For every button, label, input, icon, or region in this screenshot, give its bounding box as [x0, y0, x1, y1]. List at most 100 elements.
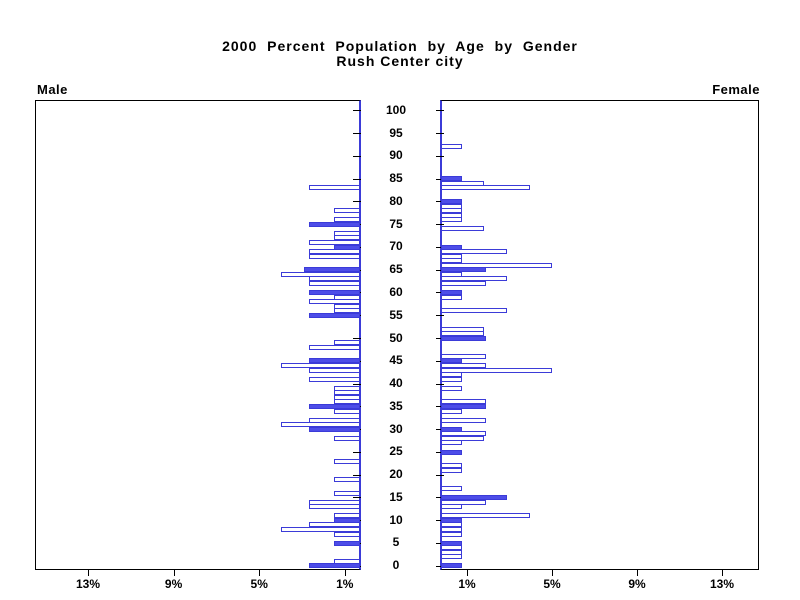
bar-female-age-92: [441, 144, 463, 150]
age-axis-label-50: 50: [389, 330, 403, 345]
age-axis-label-20: 20: [389, 467, 403, 482]
bar-female-age-85: [441, 176, 463, 182]
bar-female-age-62: [441, 281, 486, 286]
bar-male-age-28: [334, 435, 360, 441]
bar-female-age-7: [441, 531, 463, 537]
bar-female-age-35: [441, 404, 486, 409]
bar-female-age-59: [441, 294, 463, 300]
bar-male-age-5: [334, 540, 360, 546]
bar-male-age-49: [334, 340, 360, 346]
age-axis-label-55: 55: [389, 307, 403, 322]
bar-male-age-45: [308, 358, 360, 364]
bar-female-age-50: [441, 335, 486, 341]
bar-male-age-35: [308, 404, 360, 409]
bar-female-age-32: [441, 417, 486, 423]
male-pct-tick: [344, 570, 346, 576]
bar-female-age-67: [441, 258, 463, 264]
bar-male-age-8: [280, 527, 360, 532]
female-pct-tick: [637, 570, 638, 576]
female-pct-label: 5%: [543, 577, 561, 591]
bar-male-age-78: [334, 208, 360, 214]
bar-male-age-65: [304, 267, 360, 273]
female-axis-age-tick: [436, 542, 444, 544]
age-axis-label-80: 80: [389, 193, 403, 208]
female-axis-age-tick: [436, 451, 444, 453]
age-axis-label-35: 35: [389, 398, 403, 413]
male-panel: [35, 100, 361, 570]
bar-female-age-11: [441, 513, 531, 519]
bar-female-age-34: [441, 408, 463, 414]
age-axis-label-70: 70: [389, 239, 403, 254]
bar-male-age-32: [308, 417, 360, 423]
bar-female-age-56: [441, 308, 507, 314]
female-axis-age-tick: [436, 292, 444, 294]
bar-male-age-68: [308, 253, 360, 259]
age-axis-label-45: 45: [389, 353, 403, 368]
bar-male-age-56: [334, 308, 360, 314]
bar-male-age-58: [308, 299, 360, 305]
bar-male-age-36: [334, 399, 360, 405]
male-axis-age-tick: [353, 497, 361, 499]
female-axis-age-tick: [436, 429, 444, 431]
male-pct-label: 5%: [250, 577, 268, 591]
male-axis-age-tick: [353, 110, 361, 112]
bar-female-age-45: [441, 358, 463, 364]
age-axis-label-85: 85: [389, 171, 403, 185]
bar-female-age-78: [441, 208, 463, 214]
male-pct-label: 1%: [336, 577, 354, 591]
female-axis-age-tick: [436, 110, 444, 112]
age-axis-label-5: 5: [392, 535, 400, 550]
bar-female-age-3: [441, 549, 463, 555]
male-axis-age-tick: [353, 338, 361, 339]
female-pct-tick: [467, 570, 468, 576]
bar-female-age-25: [441, 449, 463, 455]
female-axis-age-tick: [436, 338, 444, 339]
male-axis-age-tick: [353, 383, 361, 385]
bar-male-age-31: [280, 422, 360, 428]
bar-male-age-7: [334, 531, 360, 537]
bar-female-age-46: [441, 353, 486, 359]
female-axis-age-tick: [436, 246, 444, 248]
bar-male-age-41: [308, 376, 360, 382]
bar-male-age-19: [334, 476, 360, 482]
bar-female-age-52: [441, 326, 484, 332]
bar-female-age-5: [441, 540, 463, 546]
bar-female-age-74: [441, 226, 484, 232]
bar-male-age-63: [308, 276, 360, 282]
male-pct-tick: [88, 570, 89, 576]
bar-female-age-41: [441, 376, 463, 382]
bar-male-age-9: [308, 522, 360, 528]
bar-female-age-13: [441, 504, 463, 510]
female-pct-label: 13%: [709, 577, 735, 591]
female-axis-age-tick: [436, 269, 444, 271]
bar-male-age-38: [334, 390, 360, 396]
male-pct-tick: [259, 570, 261, 576]
chart-title: 2000 Percent Population by Age by Gender: [222, 38, 578, 54]
age-axis-label-40: 40: [389, 376, 403, 390]
male-axis-age-tick: [353, 201, 361, 203]
bar-male-age-48: [308, 344, 360, 350]
bar-male-age-13: [308, 504, 360, 510]
female-axis-age-tick: [436, 565, 444, 567]
bar-male-age-1: [334, 558, 360, 564]
female-pct-tick: [722, 570, 723, 576]
bar-female-age-9: [441, 522, 463, 528]
age-axis-label-15: 15: [389, 489, 403, 504]
bar-male-age-11: [334, 513, 360, 519]
female-axis-age-tick: [436, 201, 444, 203]
female-axis-age-tick: [436, 155, 444, 157]
female-panel: [440, 100, 759, 570]
male-axis-age-tick: [353, 178, 361, 180]
female-axis-age-tick: [436, 406, 444, 408]
bar-female-age-36: [441, 399, 486, 405]
bar-male-age-14: [308, 499, 360, 505]
female-pct-label: 9%: [628, 577, 646, 591]
age-axis-label-95: 95: [389, 125, 403, 140]
female-axis-age-tick: [436, 520, 444, 522]
female-axis-age-tick: [436, 360, 444, 362]
female-panel-label: Female: [712, 82, 760, 97]
bar-female-age-39: [441, 385, 463, 391]
age-axis-label-75: 75: [389, 216, 403, 231]
bar-female-age-60: [441, 290, 463, 296]
bar-female-age-2: [441, 554, 463, 560]
